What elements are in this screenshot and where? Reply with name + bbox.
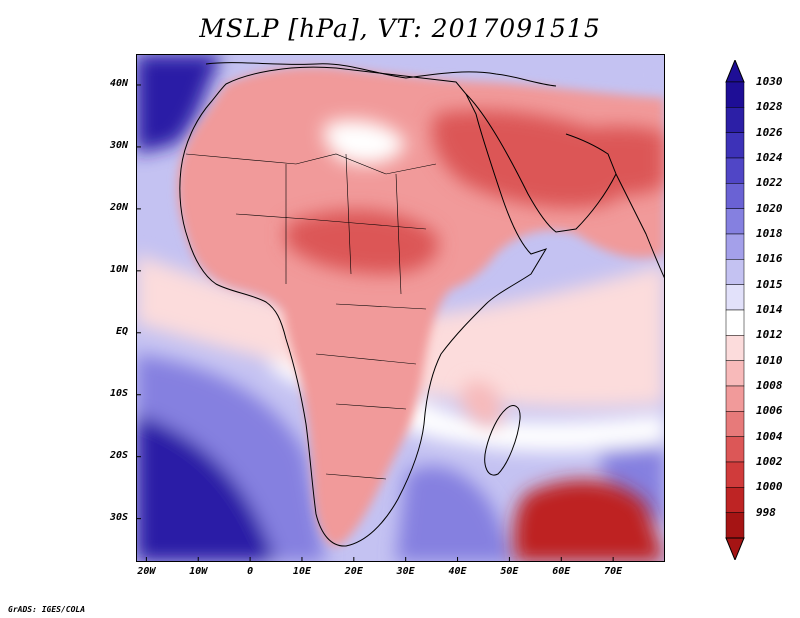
mslp-map [136, 54, 665, 562]
colorbar-label: 1018 [756, 227, 783, 240]
low-pressure-south [513, 480, 665, 562]
chart-title: MSLP [hPa], VT: 2017091515 [199, 14, 601, 43]
colorbar-swatch [725, 309, 745, 336]
lat-label: 30S [109, 511, 128, 523]
colorbar-swatch [725, 284, 745, 311]
lat-label: 10N [109, 263, 128, 275]
colorbar-swatch [725, 360, 745, 387]
north-sea-band [226, 54, 665, 99]
ridge-southern-band [256, 344, 665, 452]
colorbar-top-arrow [725, 60, 745, 83]
colorbar-swatch [725, 512, 745, 539]
lon-label: 50E [500, 566, 519, 577]
high-pressure-north-atlantic [136, 54, 226, 154]
lon-label: 10W [189, 566, 208, 577]
axis-ticks [136, 84, 614, 562]
colorbar-label: 1008 [756, 379, 783, 392]
india-coastline [615, 173, 665, 280]
arabia-coastline [465, 93, 617, 233]
colorbar-label: 1024 [756, 151, 783, 164]
lon-label: 40E [448, 566, 467, 577]
lon-label: 20E [344, 566, 363, 577]
lon-label: 60E [552, 566, 571, 577]
colorbar-bottom-arrow [725, 537, 745, 560]
lat-label: 40N [109, 77, 128, 89]
lon-label: 20W [137, 566, 156, 577]
pressure-field [136, 54, 665, 562]
coastlines [179, 62, 665, 547]
lon-label: 70E [604, 566, 623, 577]
colorbar-swatch [725, 259, 745, 285]
colorbar-swatch [725, 107, 745, 133]
colorbar-label: 1028 [756, 100, 783, 114]
colorbar [725, 60, 745, 560]
colorbar-label: 1002 [756, 455, 783, 468]
lat-label: 30N [109, 139, 128, 151]
colorbar-swatch [725, 208, 745, 235]
high-pressure-indian-ocean [396, 466, 516, 562]
lat-label: 20N [109, 201, 128, 213]
lat-label: 10S [109, 387, 128, 399]
colorbar-label: 1015 [756, 277, 783, 291]
high-libya [324, 120, 406, 164]
colorbar-label: 1006 [756, 404, 783, 418]
colorbar-label: 1026 [756, 125, 783, 139]
lon-label: 30E [396, 566, 415, 577]
colorbar-label: 1004 [756, 429, 783, 443]
colorbar-label: 1030 [756, 75, 783, 88]
colorbar-swatch [725, 487, 745, 513]
africa-coastline [179, 66, 548, 547]
colorbar-label: 1022 [756, 176, 783, 190]
colorbar-swatch [725, 461, 745, 488]
colorbar-label: 1016 [756, 252, 783, 266]
colorbar-swatch [725, 436, 745, 463]
colorbar-swatch [725, 183, 745, 209]
colorbar-swatch [725, 157, 745, 184]
colorbar-swatch [725, 233, 745, 260]
colorbar-label: 1020 [756, 201, 783, 215]
country-borders [185, 153, 437, 480]
colorbar-label: 1012 [756, 328, 783, 342]
lon-label: 10E [292, 566, 311, 577]
map-frame [136, 54, 665, 562]
colorbar-label: 1000 [756, 480, 783, 494]
colorbar-label: 998 [756, 505, 776, 519]
lon-label: 0 [247, 566, 254, 577]
colorbar-swatch [725, 411, 745, 437]
colorbar-swatch [725, 132, 745, 159]
colorbar-label: 1010 [756, 353, 783, 367]
grads-credit: GrADS: IGES/COLA [8, 605, 86, 614]
thermal-low-sahel [286, 210, 439, 274]
colorbar-swatch [725, 81, 745, 108]
europe-coastline [205, 62, 557, 87]
high-pressure-south-atlantic-core [136, 414, 276, 562]
lat-label: 20S [109, 449, 128, 461]
lat-label: EQ [115, 325, 128, 337]
colorbar-label: 1014 [756, 303, 783, 316]
madagascar-coastline [484, 405, 521, 476]
colorbar-swatch [725, 385, 745, 412]
low-madagascar-channel [461, 381, 502, 428]
colorbar-swatch [725, 335, 745, 361]
